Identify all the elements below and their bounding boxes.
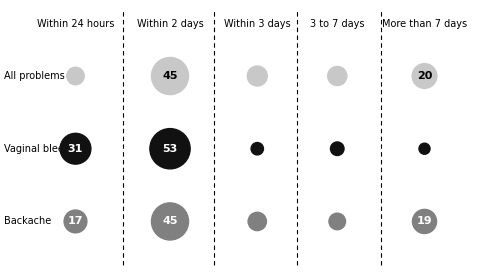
Circle shape (412, 64, 437, 88)
Text: More than 7 days: More than 7 days (382, 19, 467, 29)
Text: 45: 45 (162, 71, 178, 81)
Text: 3 to 7 days: 3 to 7 days (310, 19, 364, 29)
Circle shape (60, 133, 91, 164)
Circle shape (419, 143, 430, 154)
Text: Within 2 days: Within 2 days (136, 19, 203, 29)
Text: Vaginal bleeding: Vaginal bleeding (4, 144, 86, 154)
Text: 31: 31 (68, 144, 83, 154)
Circle shape (328, 66, 347, 86)
Circle shape (330, 142, 344, 156)
Text: 45: 45 (162, 217, 178, 226)
Text: 19: 19 (416, 217, 432, 226)
Circle shape (152, 203, 188, 240)
Circle shape (248, 66, 267, 86)
Text: 17: 17 (68, 217, 83, 226)
Circle shape (150, 129, 190, 169)
Circle shape (329, 213, 345, 230)
Text: 20: 20 (417, 71, 432, 81)
Circle shape (412, 209, 436, 233)
Text: Backache: Backache (4, 217, 52, 226)
Text: Within 24 hours: Within 24 hours (37, 19, 114, 29)
Circle shape (251, 143, 264, 155)
Circle shape (64, 210, 87, 233)
Circle shape (67, 67, 84, 85)
Circle shape (248, 212, 266, 231)
Text: All problems: All problems (4, 71, 65, 81)
Circle shape (152, 57, 188, 95)
Text: Within 3 days: Within 3 days (224, 19, 290, 29)
Text: 53: 53 (162, 144, 178, 154)
